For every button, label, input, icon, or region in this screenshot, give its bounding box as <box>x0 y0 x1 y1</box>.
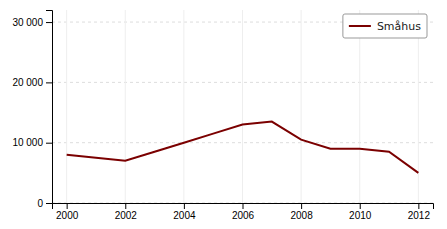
tick-mark <box>46 143 52 144</box>
tick-label: 0 <box>37 198 43 209</box>
tick-label: 2010 <box>349 210 372 221</box>
tick-mark <box>243 203 244 209</box>
tick-mark <box>46 203 52 204</box>
tick-mark <box>125 203 126 209</box>
tick-label: 2002 <box>115 210 138 221</box>
tick: 30 000 <box>12 17 52 28</box>
tick-label: 10 000 <box>12 137 43 148</box>
tick-mark <box>67 203 68 209</box>
legend-swatch <box>349 25 371 27</box>
tick-label: 2006 <box>232 210 255 221</box>
tick: 2004 <box>173 203 196 221</box>
tick: 2002 <box>115 203 138 221</box>
legend-item: Småhus <box>349 20 421 33</box>
tick-mark <box>301 203 302 209</box>
tick: 20 000 <box>12 77 52 88</box>
chart: 2000 2002 2004 2006 2008 2010 2012 0 10 000 20 00… <box>0 0 447 229</box>
tick: 2000 <box>56 203 79 221</box>
grid-line <box>301 10 302 203</box>
tick: 2010 <box>349 203 372 221</box>
y-axis: 0 10 000 20 000 30 000 <box>12 11 52 209</box>
grid-line <box>242 10 243 203</box>
axis-line <box>46 11 53 204</box>
tick-label: 30 000 <box>12 17 43 28</box>
grid-line <box>183 10 184 203</box>
line <box>67 122 419 173</box>
grid-line <box>359 10 360 203</box>
grid-line <box>66 10 67 203</box>
tick-label: 2004 <box>173 210 196 221</box>
legend-label: Småhus <box>377 20 421 33</box>
grid-line <box>125 10 126 203</box>
axis-line <box>53 204 434 210</box>
marks <box>67 122 419 173</box>
tick-mark <box>418 203 419 209</box>
tick: 2006 <box>232 203 255 221</box>
grid-x <box>67 10 419 203</box>
legend: Småhus <box>343 14 427 38</box>
tick-mark <box>360 203 361 209</box>
tick-mark <box>184 203 185 209</box>
tick: 0 <box>37 198 52 209</box>
tick-label: 2000 <box>56 210 79 221</box>
legend-box <box>343 14 427 38</box>
grid-line <box>418 10 419 203</box>
tick-mark <box>46 82 52 83</box>
tick-mark <box>46 22 52 23</box>
tick-label: 2012 <box>408 210 431 221</box>
tick: 10 000 <box>12 137 52 148</box>
tick-label: 20 000 <box>12 77 43 88</box>
tick-label: 2008 <box>290 210 313 221</box>
x-axis: 2000 2002 2004 2006 2008 2010 2012 <box>53 203 434 221</box>
tick: 2012 <box>408 203 431 221</box>
tick: 2008 <box>290 203 313 221</box>
plot <box>52 10 433 203</box>
